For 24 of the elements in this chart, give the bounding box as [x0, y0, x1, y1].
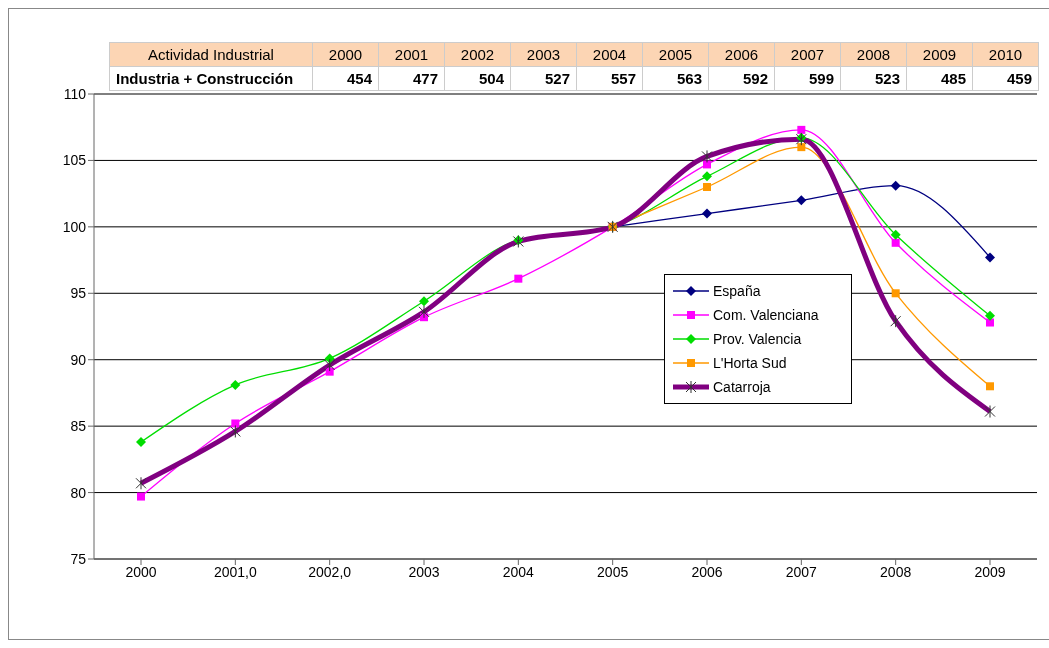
- y-tick-label: 100: [62, 218, 87, 235]
- legend-label: España: [713, 282, 761, 301]
- y-tick-label: 95: [70, 285, 87, 302]
- x-tick-label: 2004: [502, 563, 535, 580]
- x-tick-label: 2002,0: [308, 563, 352, 580]
- legend-label: Com. Valenciana: [713, 306, 819, 325]
- y-tick-label: 75: [70, 550, 87, 567]
- y-tick-label: 85: [70, 418, 87, 435]
- x-tick-label: 2007: [785, 563, 818, 580]
- y-tick-label: 110: [63, 85, 87, 102]
- y-tick-label: 105: [62, 152, 87, 169]
- x-tick-label: 2005: [597, 563, 629, 580]
- data-table: Actividad Industrial 2000 2001 2002 2003 2004 2005 2006 2007 2008 2009 2010 Industria + Construcción 454 477 504 527 557 563 592 599 523 485 459: [109, 42, 1039, 91]
- x-tick-label: 2001,0: [213, 563, 257, 580]
- legend-label: L'Horta Sud: [713, 354, 787, 373]
- x-tick-label: 2008: [880, 563, 912, 580]
- x-tick-label: 2009: [974, 563, 1006, 580]
- legend-label: Catarroja: [713, 378, 771, 397]
- x-tick-label: 2003: [408, 563, 440, 580]
- legend-label: Prov. Valencia: [713, 330, 802, 349]
- y-tick-label: 90: [70, 351, 87, 368]
- y-tick-label: 80: [70, 484, 87, 501]
- x-tick-label: 2000: [125, 563, 157, 580]
- x-tick-label: 2006: [691, 563, 723, 580]
